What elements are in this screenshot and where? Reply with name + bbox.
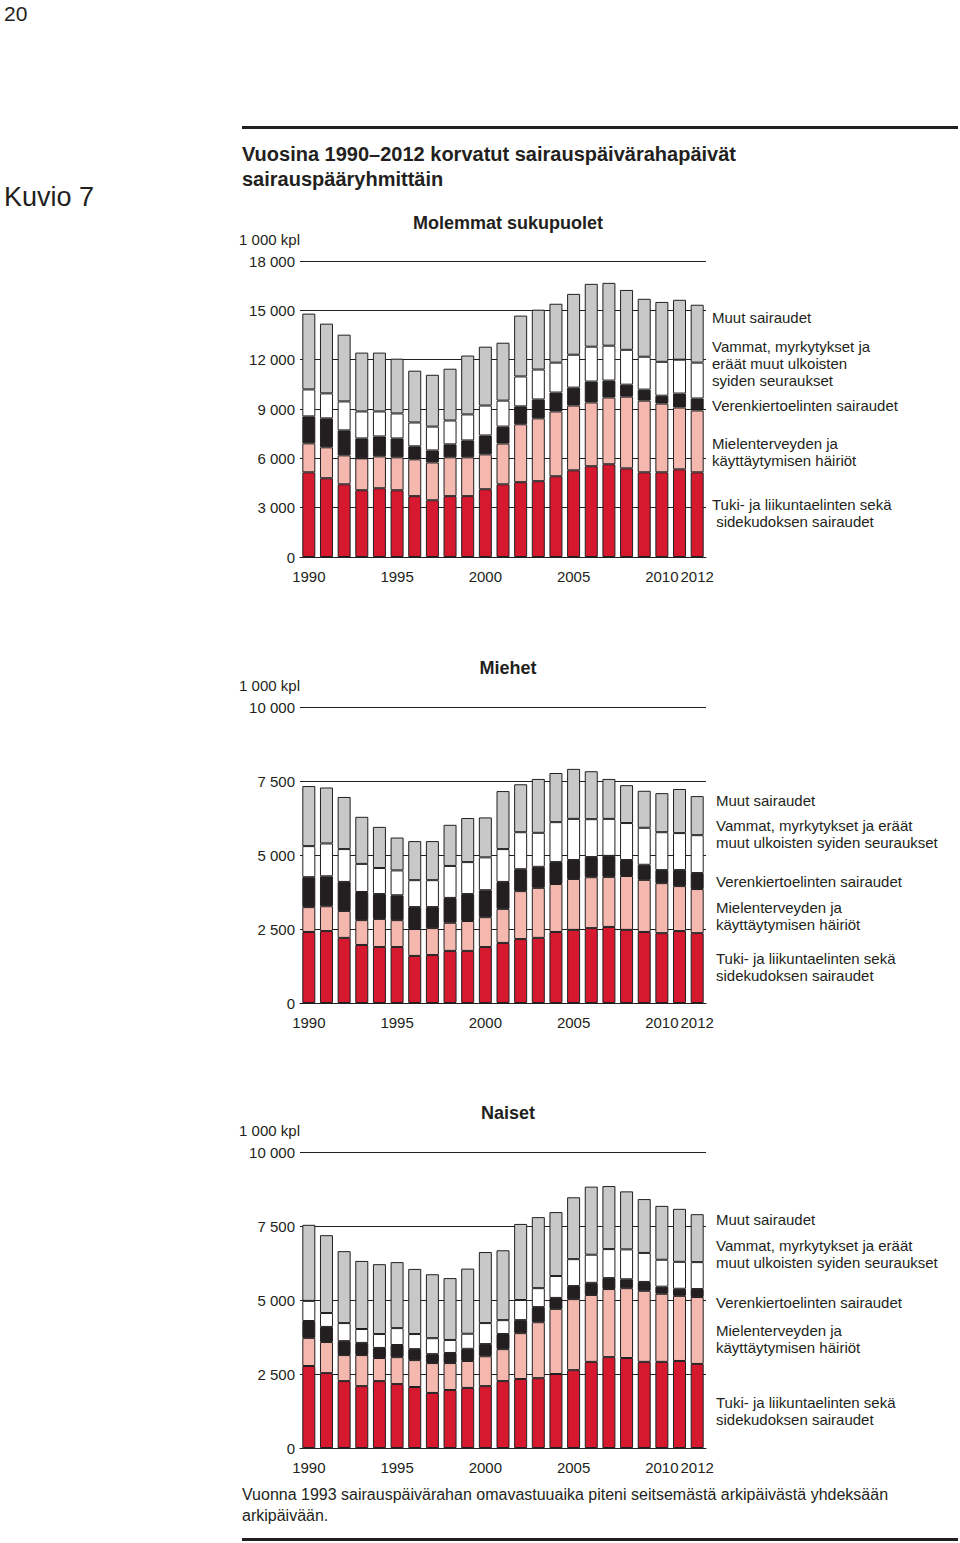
svg-text:12 000: 12 000 [249, 351, 295, 368]
svg-text:2 500: 2 500 [257, 921, 295, 938]
svg-text:0: 0 [287, 1440, 295, 1457]
svg-text:1 000 kpl: 1 000 kpl [239, 231, 300, 248]
svg-text:2005: 2005 [557, 1014, 590, 1031]
svg-text:10 000: 10 000 [249, 1144, 295, 1161]
svg-text:Vammat, myrkytykset ja eräät: Vammat, myrkytykset ja eräät [716, 1237, 917, 1254]
svg-text:Muut sairaudet: Muut sairaudet [712, 309, 812, 326]
svg-text:9 000: 9 000 [257, 401, 295, 418]
svg-text:Vammat, myrkytykset ja eräät: Vammat, myrkytykset ja eräät [716, 817, 917, 834]
svg-text:syiden seuraukset: syiden seuraukset [712, 372, 834, 389]
html-text:Vuonna 1993 sairauspäivärahan: Vuonna 1993 sairauspäivärahan omavastuua… [242, 1486, 888, 1524]
svg-text:2012: 2012 [680, 1014, 713, 1031]
svg-text:Molemmat sukupuolet: Molemmat sukupuolet [413, 213, 603, 233]
svg-text:Vammat, myrkytykset ja: Vammat, myrkytykset ja [712, 338, 874, 355]
svg-text:Tuki- ja liikuntaelinten sekä: Tuki- ja liikuntaelinten sekä [716, 1394, 900, 1411]
svg-text:0: 0 [287, 995, 295, 1012]
svg-text:sidekudoksen sairaudet: sidekudoksen sairaudet [712, 513, 875, 530]
svg-text:2 500: 2 500 [257, 1366, 295, 1383]
svg-text:Verenkiertoelinten sairaudet: Verenkiertoelinten sairaudet [716, 1294, 903, 1311]
svg-text:1 000 kpl: 1 000 kpl [239, 677, 300, 694]
svg-text:1990: 1990 [292, 1014, 325, 1031]
svg-text:eräät muut ulkoisten: eräät muut ulkoisten [712, 355, 851, 372]
svg-text:käyttäytymisen häiriöt: käyttäytymisen häiriöt [712, 452, 857, 469]
svg-text:15 000: 15 000 [249, 302, 295, 319]
svg-text:18 000: 18 000 [249, 253, 295, 270]
svg-text:3 000: 3 000 [257, 499, 295, 516]
html-text:Vuosina 1990–2012 korvatut sai: Vuosina 1990–2012 korvatut sairauspäivär… [242, 143, 736, 190]
svg-text:Muut sairaudet: Muut sairaudet [716, 1211, 816, 1228]
svg-text:5 000: 5 000 [257, 1292, 295, 1309]
svg-text:Tuki- ja liikuntaelinten sekä: Tuki- ja liikuntaelinten sekä [716, 950, 900, 967]
svg-text:2012: 2012 [680, 568, 713, 585]
svg-text:2010: 2010 [645, 1014, 678, 1031]
svg-text:Verenkiertoelinten sairaudet: Verenkiertoelinten sairaudet [716, 873, 903, 890]
svg-text:Mielenterveyden ja: Mielenterveyden ja [716, 1322, 846, 1339]
svg-text:1 000 kpl: 1 000 kpl [239, 1122, 300, 1139]
svg-text:Naiset: Naiset [481, 1103, 535, 1123]
svg-text:1990: 1990 [292, 568, 325, 585]
svg-text:2010: 2010 [645, 568, 678, 585]
svg-text:1995: 1995 [380, 568, 413, 585]
html-text:Kuvio 7: Kuvio 7 [4, 182, 95, 212]
svg-text:2000: 2000 [469, 1014, 502, 1031]
svg-text:1995: 1995 [380, 1014, 413, 1031]
svg-text:Miehet: Miehet [479, 658, 536, 678]
svg-text:Tuki- ja liikuntaelinten sekä: Tuki- ja liikuntaelinten sekä [712, 496, 892, 513]
html-text:20: 20 [4, 2, 28, 25]
svg-text:5 000: 5 000 [257, 847, 295, 864]
svg-text:2010: 2010 [645, 1459, 678, 1476]
svg-text:1995: 1995 [380, 1459, 413, 1476]
svg-text:2005: 2005 [557, 1459, 590, 1476]
svg-text:7 500: 7 500 [257, 1218, 295, 1235]
svg-text:Mielenterveyden ja: Mielenterveyden ja [716, 899, 846, 916]
svg-text:muut ulkoisten syiden seurauks: muut ulkoisten syiden seuraukset [716, 1254, 939, 1271]
svg-text:6 000: 6 000 [257, 450, 295, 467]
svg-text:2005: 2005 [557, 568, 590, 585]
svg-text:0: 0 [287, 549, 295, 566]
svg-text:7 500: 7 500 [257, 773, 295, 790]
svg-text:sidekudoksen sairaudet: sidekudoksen sairaudet [716, 967, 874, 984]
svg-text:muut ulkoisten syiden seurauks: muut ulkoisten syiden seuraukset [716, 834, 939, 851]
svg-text:Verenkiertoelinten sairaudet: Verenkiertoelinten sairaudet [712, 397, 899, 414]
svg-text:1990: 1990 [292, 1459, 325, 1476]
svg-text:käyttäytymisen häiriöt: käyttäytymisen häiriöt [716, 916, 861, 933]
svg-text:2000: 2000 [469, 1459, 502, 1476]
svg-text:2000: 2000 [469, 568, 502, 585]
svg-text:2012: 2012 [680, 1459, 713, 1476]
svg-text:Muut sairaudet: Muut sairaudet [716, 792, 816, 809]
svg-text:käyttäytymisen häiriöt: käyttäytymisen häiriöt [716, 1339, 861, 1356]
svg-text:10 000: 10 000 [249, 699, 295, 716]
svg-text:Mielenterveyden ja: Mielenterveyden ja [712, 435, 842, 452]
svg-text:sidekudoksen sairaudet: sidekudoksen sairaudet [716, 1411, 874, 1428]
